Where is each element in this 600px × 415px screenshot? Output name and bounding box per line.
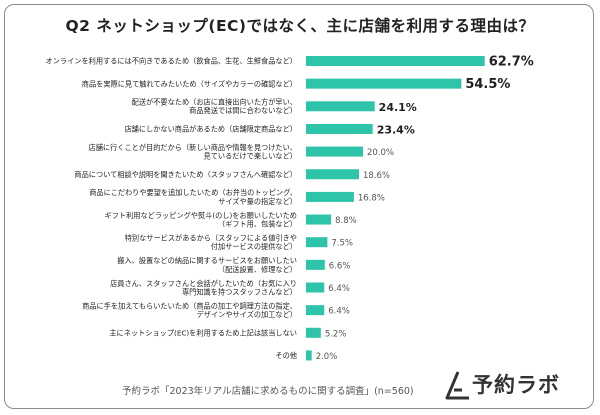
category-label-10: 搬入、設置などの納品に関するサービスをお願いしたい（配送設置、修理など） (117, 256, 297, 274)
value-label-14: 2.0% (316, 352, 338, 362)
chart-title: Q2 ネットショップ(EC)ではなく、主に店舗を利用する理由は？ (65, 17, 535, 35)
bar-11 (306, 282, 325, 293)
value-label-1: 62.7% (489, 55, 534, 70)
category-label-1: オンラインを利用するには不向きであるため（飲食品、生花、生鮮食品など） (46, 57, 298, 66)
value-label-9: 7.5% (331, 239, 353, 249)
bar-4 (306, 123, 373, 134)
value-label-7: 16.8% (358, 193, 385, 203)
bar-14 (306, 350, 312, 361)
value-label-2: 54.5% (465, 77, 510, 92)
value-label-13: 5.2% (325, 329, 347, 339)
value-label-5: 20.0% (367, 148, 394, 158)
value-label-6: 18.6% (363, 171, 390, 181)
category-label-11: 店員さん、スタッフさんと会話がしたいため（お気に入り専門知識を持つスタッフさんな… (110, 279, 297, 297)
value-label-10: 6.6% (329, 261, 351, 271)
category-label-6: 商品について相談や説明を聞きたいため（スタッフさんへ確認など） (74, 170, 297, 179)
value-label-4: 23.4% (377, 123, 415, 136)
category-label-3: 配送が不要なため（お店に直接出向いた方が早い、商品発送では間に合わないなど） (132, 98, 297, 116)
bar-7 (306, 191, 354, 202)
category-label-9: 特別なサービスがあるから（スタッフによる値引きや付加サービスの提供など） (125, 234, 297, 252)
category-label-12: 商品に手を加えてもらいたいため（商品の加工や調理方法の指定、デザインやサイズの加… (82, 301, 297, 319)
chart-frame (4, 4, 594, 409)
category-label-4: 店舗にしかない商品があるため（店舗限定商品など） (124, 125, 297, 134)
bar-6 (306, 169, 360, 180)
bar-2 (306, 78, 462, 89)
bar-13 (306, 327, 321, 338)
value-label-8: 8.8% (335, 216, 357, 226)
bar-3 (306, 101, 375, 112)
value-label-11: 6.4% (328, 284, 350, 294)
bar-9 (306, 237, 328, 248)
bar-10 (306, 259, 325, 270)
category-label-13: 主にネットショップ(EC)を利用するため上記は該当しない (109, 328, 297, 337)
source-caption: 予約ラボ「2023年リアル店舗に求めるものに関する調査」(n=560) (122, 386, 414, 397)
bar-1 (306, 56, 485, 66)
bar-5 (306, 146, 363, 157)
category-label-5: 店舗に行くことが目的だから（新しい商品や情報を見つけたい、見ているだけで楽しいな… (89, 143, 297, 161)
brand-logo-text: 予約ラボ (472, 373, 560, 397)
brand-logo-icon (445, 371, 469, 400)
value-label-12: 6.4% (328, 307, 350, 317)
category-label-8: ギフト利用などラッピングや熨斗(のし)をお願いしたいため（ギフト用、包装など） (105, 211, 298, 229)
bar-12 (306, 305, 325, 316)
bar-8 (306, 214, 332, 225)
value-label-3: 24.1% (379, 101, 417, 114)
category-label-2: 商品を実際に見て触れてみたいため（サイズやカラーの確認など） (82, 79, 297, 88)
category-label-7: 商品にこだわりや要望を追加したいため（お弁当のトッピング、サイズや量の指定など） (89, 188, 297, 206)
category-label-14: その他 (275, 351, 297, 360)
